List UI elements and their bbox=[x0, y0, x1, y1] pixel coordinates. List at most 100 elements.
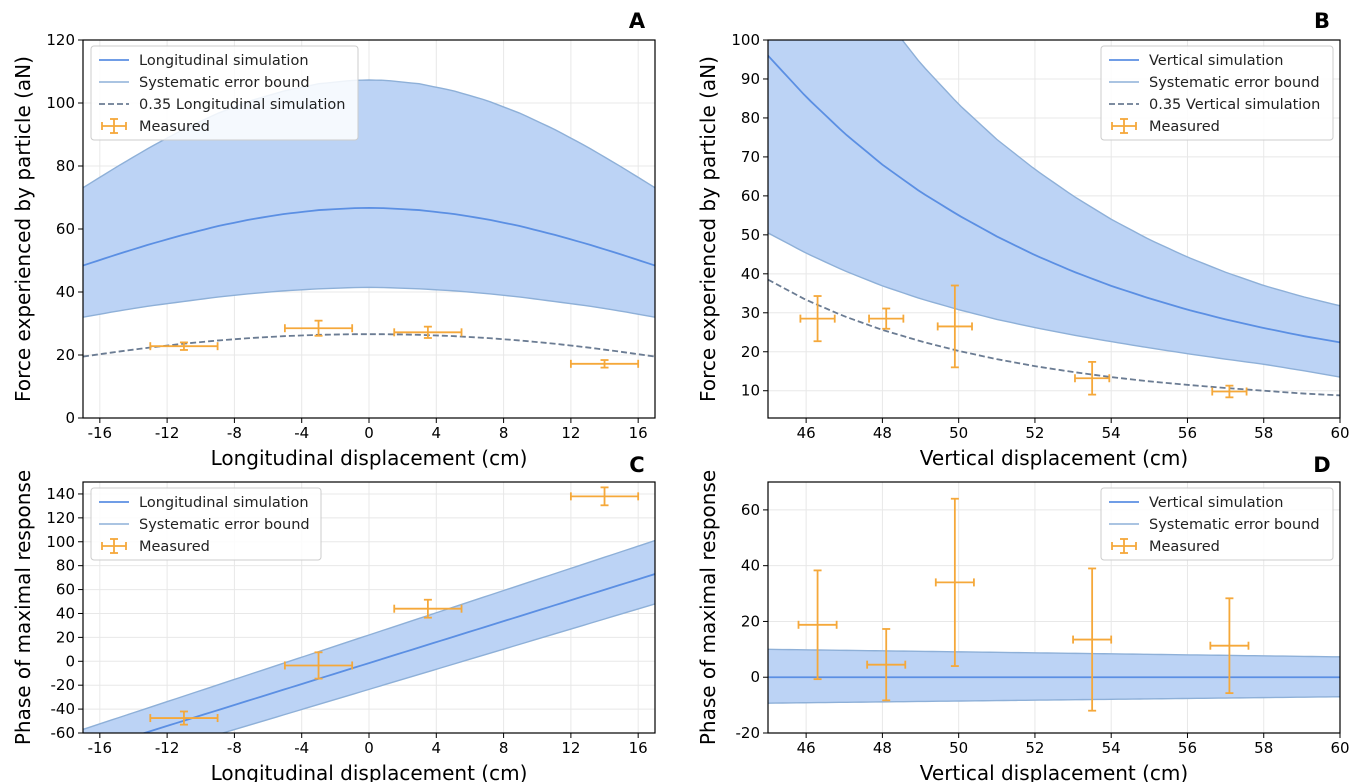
y-tick-label: 40 bbox=[56, 604, 75, 622]
y-tick-label: 60 bbox=[741, 501, 760, 519]
lower-bound-line bbox=[768, 696, 1340, 704]
measured-point bbox=[393, 598, 463, 619]
x-tick-label: -16 bbox=[88, 424, 113, 442]
plot-area bbox=[768, 40, 1340, 397]
error-band bbox=[768, 649, 1340, 704]
y-tick-label: 0 bbox=[65, 652, 75, 670]
ticks: 46 48 50 52 54 56 58 60 10 20 30 40 50 60 70 80 90 100 bbox=[731, 31, 1349, 442]
legend-item: Longitudinal simulation bbox=[99, 495, 309, 511]
y-tick-label: 40 bbox=[741, 265, 760, 283]
legend-item: Measured bbox=[1111, 118, 1220, 135]
x-tick-label: 4 bbox=[432, 739, 442, 757]
upper-bound-line bbox=[901, 40, 1340, 307]
measured-point bbox=[149, 341, 219, 351]
measured-point bbox=[1211, 384, 1248, 399]
measured-point bbox=[1072, 567, 1113, 712]
simulation-line bbox=[83, 206, 655, 267]
measured-point bbox=[866, 628, 907, 702]
measured-point bbox=[799, 295, 836, 343]
simulation-line bbox=[141, 573, 655, 733]
legend-label: Vertical simulation bbox=[1149, 53, 1283, 69]
upper-bound-line bbox=[83, 539, 655, 731]
legend-label: Systematic error bound bbox=[139, 75, 310, 91]
x-tick-label: 12 bbox=[561, 739, 580, 757]
legend-label: Measured bbox=[1149, 539, 1220, 555]
legend: Vertical simulation Systematic error boun… bbox=[1100, 45, 1334, 141]
x-tick-label: 58 bbox=[1254, 739, 1273, 757]
measured-point bbox=[934, 497, 975, 667]
legend-item: Systematic error bound bbox=[99, 517, 310, 533]
legend-label: Measured bbox=[139, 539, 210, 555]
lower-bound-line bbox=[220, 603, 655, 733]
x-tick-label: 52 bbox=[1025, 424, 1044, 442]
legend-item: Vertical simulation bbox=[1109, 53, 1283, 69]
panel-label: A bbox=[629, 9, 646, 33]
x-tick-label: 46 bbox=[797, 424, 816, 442]
panel-a: -16 -12 -8 -4 0 4 8 12 16 0 20 40 60 80 100 120 Longitud… bbox=[11, 9, 656, 470]
x-tick-label: 48 bbox=[873, 739, 892, 757]
measured-point bbox=[936, 284, 973, 369]
measured-point bbox=[149, 710, 219, 726]
y-tick-label: 70 bbox=[741, 148, 760, 166]
measured-series bbox=[799, 284, 1248, 399]
y-tick-label: -20 bbox=[51, 676, 76, 694]
y-tick-label: 60 bbox=[741, 187, 760, 205]
y-tick-label: -60 bbox=[51, 724, 76, 742]
x-tick-label: 8 bbox=[499, 424, 509, 442]
y-axis-label: Force experienced by particle (aN) bbox=[696, 56, 720, 402]
y-tick-label: -40 bbox=[51, 700, 76, 718]
x-tick-label: -16 bbox=[88, 739, 113, 757]
y-tick-label: -20 bbox=[736, 724, 761, 742]
legend-label: Measured bbox=[139, 119, 210, 135]
legend-label: Systematic error bound bbox=[1149, 517, 1320, 533]
plot-area bbox=[768, 648, 1340, 704]
legend-item: Measured bbox=[1111, 538, 1220, 555]
x-tick-label: 0 bbox=[364, 424, 374, 442]
y-tick-label: 20 bbox=[56, 628, 75, 646]
measured-point bbox=[283, 319, 354, 337]
x-tick-label: -4 bbox=[294, 424, 309, 442]
measured-point bbox=[1209, 597, 1250, 695]
y-tick-label: 10 bbox=[741, 382, 760, 400]
ticks: -16 -12 -8 -4 0 4 8 12 16-60-40-2002040608010012… bbox=[46, 485, 647, 757]
legend-item: Measured bbox=[101, 118, 210, 135]
x-tick-label: 50 bbox=[949, 739, 968, 757]
simulation-line bbox=[768, 54, 1340, 344]
y-tick-label: 50 bbox=[741, 226, 760, 244]
y-tick-label: 0 bbox=[65, 409, 75, 427]
legend: Vertical simulation Systematic error boun… bbox=[1100, 487, 1334, 561]
measured-point bbox=[569, 359, 640, 369]
measured-point bbox=[1074, 360, 1111, 396]
legend-label: Longitudinal simulation bbox=[139, 53, 309, 69]
y-tick-label: 120 bbox=[46, 31, 75, 49]
x-tick-label: 4 bbox=[432, 424, 442, 442]
x-tick-label: 60 bbox=[1330, 424, 1349, 442]
y-tick-label: 100 bbox=[731, 31, 760, 49]
legend-box bbox=[1100, 487, 1334, 561]
ticks: -16 -12 -8 -4 0 4 8 12 16 0 20 40 60 80 100 120 bbox=[46, 31, 647, 442]
y-tick-label: 90 bbox=[741, 70, 760, 88]
y-tick-label: 30 bbox=[741, 304, 760, 322]
x-tick-label: 60 bbox=[1330, 739, 1349, 757]
x-tick-label: 54 bbox=[1102, 424, 1121, 442]
y-tick-label: 40 bbox=[741, 557, 760, 575]
x-tick-label: 46 bbox=[797, 739, 816, 757]
scaled-simulation-line bbox=[83, 333, 655, 358]
measured-point bbox=[283, 651, 354, 680]
legend-label: 0.35 Vertical simulation bbox=[1149, 97, 1320, 113]
x-tick-label: -12 bbox=[155, 739, 180, 757]
y-tick-label: 140 bbox=[46, 485, 75, 503]
panel-c: -16 -12 -8 -4 0 4 8 12 16-60-40-2002040608010012… bbox=[11, 453, 656, 782]
legend-item: 0.35 Vertical simulation bbox=[1109, 97, 1320, 113]
measured-point bbox=[569, 486, 640, 507]
x-axis-label: Longitudinal displacement (cm) bbox=[211, 761, 528, 782]
y-tick-label: 0 bbox=[750, 668, 760, 686]
x-tick-label: 56 bbox=[1178, 739, 1197, 757]
legend-label: Systematic error bound bbox=[1149, 75, 1320, 91]
y-tick-label: 20 bbox=[741, 343, 760, 361]
lower-bound-line bbox=[768, 232, 1340, 378]
error-band bbox=[768, 40, 1340, 378]
x-tick-label: 52 bbox=[1025, 739, 1044, 757]
y-axis-label: Force experienced by particle (aN) bbox=[11, 56, 35, 402]
